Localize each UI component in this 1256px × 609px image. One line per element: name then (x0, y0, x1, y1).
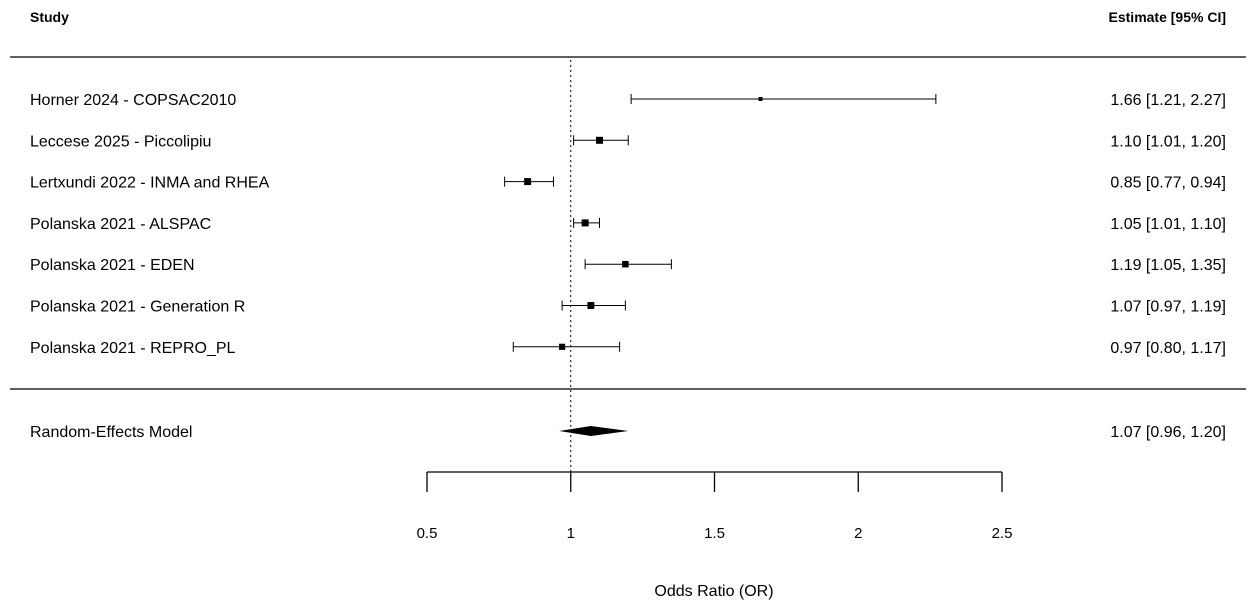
study-name: Horner 2024 - COPSAC2010 (30, 92, 236, 109)
x-tick-label: 1 (567, 525, 575, 542)
point-estimate-square (587, 302, 595, 309)
point-estimate-square (758, 97, 763, 101)
study-estimate-text: 1.05 [1.01, 1.10] (1110, 216, 1226, 233)
study-name: Polanska 2021 - Generation R (30, 299, 245, 316)
header-study: Study (30, 9, 69, 25)
x-axis: 0.5 1 1.5 2 2.5 (417, 471, 1013, 542)
x-axis-label: Odds Ratio (OR) (654, 583, 773, 600)
study-name: Polanska 2021 - REPRO_PL (30, 340, 236, 357)
study-row: Leccese 2025 - Piccolipiu 1.10 [1.01, 1.2… (30, 133, 1226, 150)
x-tick-label: 0.5 (417, 525, 438, 542)
point-estimate-square (524, 178, 532, 186)
study-estimate-text: 1.66 [1.21, 2.27] (1110, 92, 1226, 109)
summary-name: Random-Effects Model (30, 424, 192, 441)
summary-diamond (559, 426, 629, 436)
study-name: Polanska 2021 - EDEN (30, 257, 195, 274)
study-row: Lertxundi 2022 - INMA and RHEA 0.85 [0.77… (30, 175, 1226, 192)
study-row: Polanska 2021 - EDEN 1.19 [1.05, 1.35] (30, 257, 1226, 274)
point-estimate-square (581, 219, 589, 227)
study-row: Polanska 2021 - Generation R 1.07 [0.97, … (30, 299, 1226, 316)
x-tick-label: 1.5 (704, 525, 725, 542)
study-name: Polanska 2021 - ALSPAC (30, 216, 211, 233)
study-estimate-text: 1.19 [1.05, 1.35] (1110, 257, 1226, 274)
study-row: Polanska 2021 - REPRO_PL 0.97 [0.80, 1.17… (30, 340, 1226, 357)
study-row: Horner 2024 - COPSAC2010 1.66 [1.21, 2.27… (30, 92, 1226, 109)
point-estimate-square (622, 260, 629, 268)
x-tick-label: 2 (854, 525, 862, 542)
point-estimate-square (596, 136, 603, 144)
study-name: Lertxundi 2022 - INMA and RHEA (30, 175, 270, 192)
study-name: Leccese 2025 - Piccolipiu (30, 133, 211, 150)
study-estimate-text: 0.85 [0.77, 0.94] (1110, 175, 1226, 192)
study-rows: Horner 2024 - COPSAC2010 1.66 [1.21, 2.27… (30, 92, 1226, 357)
header-estimate: Estimate [95% CI] (1109, 9, 1226, 25)
study-estimate-text: 0.97 [0.80, 1.17] (1110, 340, 1226, 357)
study-estimate-text: 1.10 [1.01, 1.20] (1110, 133, 1226, 150)
summary-estimate-text: 1.07 [0.96, 1.20] (1110, 424, 1226, 441)
summary-row: Random-Effects Model 1.07 [0.96, 1.20] (30, 424, 1226, 441)
study-row: Polanska 2021 - ALSPAC 1.05 [1.01, 1.10] (30, 216, 1226, 233)
x-tick-label: 2.5 (992, 525, 1013, 542)
point-estimate-square (559, 343, 566, 350)
study-estimate-text: 1.07 [0.97, 1.19] (1110, 299, 1226, 316)
